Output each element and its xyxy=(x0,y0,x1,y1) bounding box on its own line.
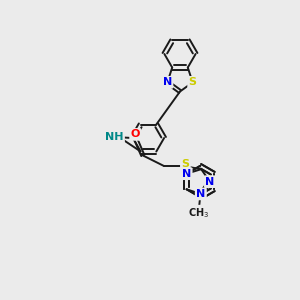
Text: N: N xyxy=(163,77,172,87)
Text: S: S xyxy=(182,159,189,170)
Text: N: N xyxy=(182,169,191,179)
Text: O: O xyxy=(130,129,140,140)
Text: CH$_3$: CH$_3$ xyxy=(188,206,209,220)
Text: N: N xyxy=(196,189,206,199)
Text: NH: NH xyxy=(105,132,124,142)
Text: S: S xyxy=(189,77,196,87)
Text: N: N xyxy=(206,177,214,187)
